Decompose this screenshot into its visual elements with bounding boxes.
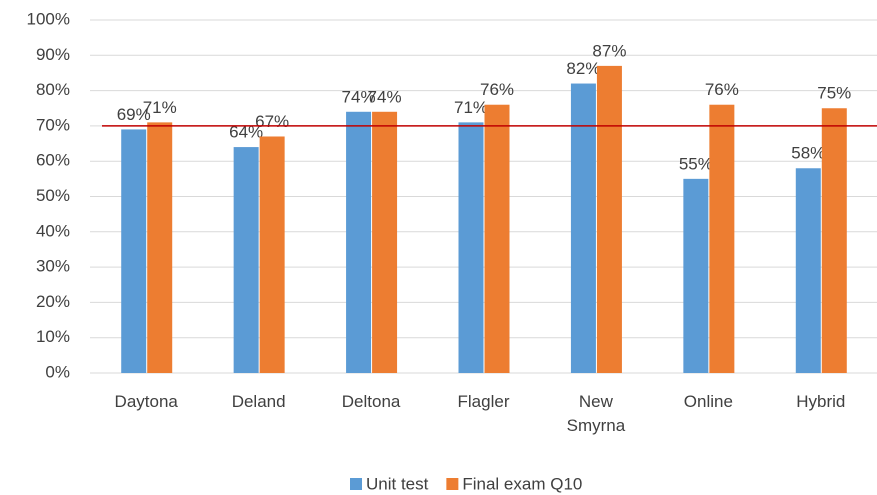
- x-tick-label-line: Daytona: [115, 392, 179, 411]
- x-tick-label: Flagler: [458, 392, 510, 411]
- x-tick-label-line: Hybrid: [796, 392, 845, 411]
- x-tick-label: Deltona: [342, 392, 401, 411]
- x-tick-label-line: Smyrna: [567, 416, 626, 435]
- bar: [709, 104, 735, 373]
- data-label: 74%: [368, 87, 402, 106]
- bar: [795, 168, 821, 373]
- y-tick-label: 60%: [36, 151, 70, 170]
- x-tick-label-line: New: [579, 392, 614, 411]
- y-tick-label: 40%: [36, 221, 70, 240]
- legend-label: Unit test: [366, 474, 429, 493]
- x-tick-label-line: Flagler: [458, 392, 510, 411]
- x-tick-label-line: Deltona: [342, 392, 401, 411]
- bar: [147, 122, 173, 374]
- bar: [372, 111, 398, 373]
- data-label: 76%: [705, 80, 739, 99]
- data-label: 55%: [679, 154, 713, 173]
- data-label: 69%: [117, 105, 151, 124]
- data-label: 75%: [817, 84, 851, 103]
- bar: [821, 108, 847, 373]
- y-tick-label: 100%: [27, 9, 70, 28]
- y-tick-label: 30%: [36, 257, 70, 276]
- data-label: 58%: [791, 144, 825, 163]
- y-tick-label: 0%: [45, 362, 70, 381]
- x-tick-label: Deland: [232, 392, 286, 411]
- bar: [570, 83, 596, 373]
- bar: [233, 147, 259, 373]
- x-tick-label-line: Online: [684, 392, 733, 411]
- data-label: 71%: [143, 98, 177, 117]
- data-label: 71%: [454, 98, 488, 117]
- legend-swatch: [350, 478, 362, 490]
- x-tick-label: Hybrid: [796, 392, 845, 411]
- y-tick-label: 50%: [36, 186, 70, 205]
- x-tick-label: Daytona: [115, 392, 179, 411]
- data-label: 64%: [229, 123, 263, 142]
- data-label: 67%: [255, 112, 289, 131]
- x-tick-label: Online: [684, 392, 733, 411]
- bar: [346, 111, 372, 373]
- y-tick-label: 70%: [36, 115, 70, 134]
- bar: [484, 104, 510, 373]
- y-tick-label: 80%: [36, 80, 70, 99]
- bar: [683, 178, 709, 373]
- data-label: 87%: [592, 41, 626, 60]
- x-tick-label-line: Deland: [232, 392, 286, 411]
- legend-label: Final exam Q10: [462, 474, 582, 493]
- data-label: 74%: [342, 87, 376, 106]
- bar: [259, 136, 285, 373]
- data-label: 76%: [480, 80, 514, 99]
- legend-swatch: [446, 478, 459, 490]
- y-tick-label: 20%: [36, 292, 70, 311]
- y-tick-label: 10%: [36, 327, 70, 346]
- y-tick-label: 90%: [36, 45, 70, 64]
- bar: [458, 122, 484, 374]
- data-label: 82%: [566, 59, 600, 78]
- bar: [121, 129, 147, 373]
- bar: [596, 65, 622, 373]
- x-tick-label: New Smyrna: [567, 392, 626, 435]
